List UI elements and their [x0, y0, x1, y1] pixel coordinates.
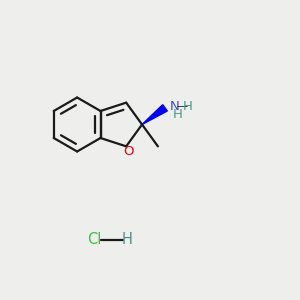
Text: N: N	[170, 100, 179, 113]
Polygon shape	[142, 105, 167, 124]
Text: H: H	[172, 108, 182, 121]
Text: —: —	[176, 101, 187, 111]
Text: O: O	[123, 145, 134, 158]
Text: H: H	[183, 100, 193, 112]
Text: Cl: Cl	[87, 232, 102, 247]
Text: H: H	[122, 232, 133, 247]
